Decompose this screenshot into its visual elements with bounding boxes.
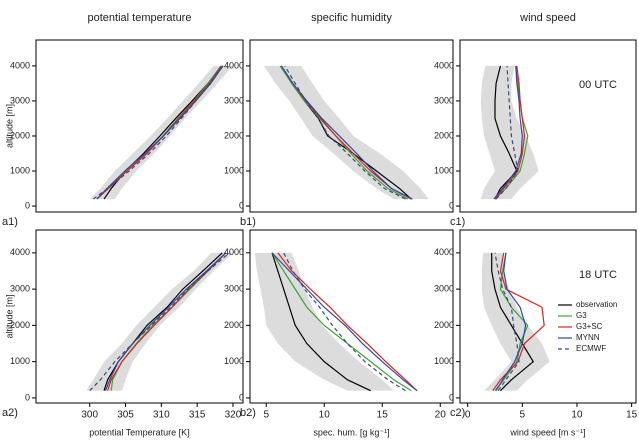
profile-line: [104, 252, 227, 391]
x-tick-label: 5: [520, 410, 526, 421]
y-tick-label: 2000: [224, 320, 244, 330]
profile-line: [89, 252, 230, 392]
profile-line: [96, 65, 224, 200]
profile-line: [491, 252, 535, 392]
panel-label: b2): [240, 407, 256, 419]
panel-label: b1): [240, 216, 256, 228]
profile-line: [494, 65, 518, 200]
y-tick-label: 4000: [224, 247, 244, 257]
column-title: specific humidity: [311, 12, 392, 24]
spread-band: [263, 65, 429, 200]
panel-label: a2): [2, 407, 18, 419]
profile-line: [495, 65, 519, 200]
profile-line: [493, 65, 523, 200]
y-tick-label: 4000: [10, 247, 30, 257]
profile-line: [495, 252, 527, 391]
legend-label: observation: [576, 300, 617, 309]
y-axis-label: altitude [m]: [4, 104, 14, 148]
profile-line: [494, 65, 526, 200]
plot-frame: [459, 39, 637, 213]
y-tick-label: 3000: [10, 283, 30, 293]
profile-line: [271, 252, 418, 392]
profile-line: [271, 252, 371, 392]
y-tick-label: 0: [449, 392, 454, 402]
y-tick-label: 2000: [224, 130, 244, 140]
column-title: wind speed: [519, 12, 576, 24]
plot-frame: [35, 39, 244, 213]
annotation: 00 UTC: [579, 79, 617, 91]
profile-line: [92, 65, 223, 200]
plot-frame: [249, 229, 454, 404]
y-tick-label: 1000: [224, 165, 244, 175]
y-tick-label: 3000: [434, 283, 454, 293]
profile-line: [283, 252, 406, 392]
y-tick-label: 0: [25, 392, 30, 402]
x-tick-label: 10: [319, 410, 331, 421]
y-tick-label: 4000: [224, 60, 244, 70]
spread-band: [254, 252, 394, 391]
y-tick-label: 2000: [434, 320, 454, 330]
y-tick-label: 3000: [10, 95, 30, 105]
y-axis-label: altitude [m]: [4, 294, 14, 338]
y-tick-label: 0: [449, 200, 454, 210]
annotation: 18 UTC: [579, 269, 617, 281]
panel-label: c2): [450, 407, 465, 419]
panel-label: a1): [2, 216, 18, 228]
profile-line: [494, 65, 529, 200]
y-tick-label: 0: [25, 200, 30, 210]
y-tick-label: 1000: [10, 165, 30, 175]
x-tick-label: 15: [626, 410, 638, 421]
y-tick-label: 4000: [434, 247, 454, 257]
profile-line: [284, 65, 406, 200]
y-tick-label: 2000: [434, 130, 454, 140]
y-tick-label: 4000: [10, 60, 30, 70]
spread-band: [89, 65, 233, 200]
plot-frame: [249, 39, 454, 213]
x-tick-label: 0: [465, 410, 471, 421]
legend-label: ECMWF: [576, 344, 606, 353]
plot-frame: [35, 229, 244, 404]
y-tick-label: 3000: [434, 95, 454, 105]
plot-frame: [459, 229, 637, 404]
y-tick-label: 3000: [224, 95, 244, 105]
y-tick-label: 0: [239, 392, 244, 402]
spread-band: [481, 252, 550, 391]
profile-line: [494, 252, 520, 392]
legend-label: MYNN: [576, 333, 600, 342]
profile-line: [103, 252, 223, 391]
x-axis-label: wind speed [m s⁻¹]: [509, 427, 585, 437]
profile-line: [107, 252, 227, 391]
legend-label: G3+SC: [576, 322, 603, 331]
y-tick-label: 1000: [434, 165, 454, 175]
panel-label: c1): [450, 216, 465, 228]
x-tick-label: 20: [435, 410, 447, 421]
x-tick-label: 320: [225, 410, 242, 421]
x-axis-label: spec. hum. [g kg⁻¹]: [313, 427, 389, 437]
x-tick-label: 305: [117, 410, 134, 421]
y-tick-label: 3000: [224, 283, 244, 293]
x-tick-label: 310: [153, 410, 170, 421]
profile-line: [277, 252, 418, 392]
column-title: potential temperature: [88, 12, 192, 24]
x-tick-label: 10: [571, 410, 583, 421]
profile-line: [280, 65, 413, 200]
x-tick-label: 5: [263, 410, 269, 421]
y-tick-label: 1000: [10, 356, 30, 366]
y-tick-label: 0: [239, 200, 244, 210]
legend-label: G3: [576, 311, 587, 320]
x-tick-label: 15: [377, 410, 389, 421]
y-tick-label: 2000: [10, 320, 30, 330]
y-tick-label: 1000: [224, 356, 244, 366]
spread-band: [86, 252, 233, 391]
x-axis-label: potential Temperature [K]: [89, 427, 189, 437]
y-tick-label: 1000: [434, 356, 454, 366]
y-tick-label: 4000: [434, 60, 454, 70]
x-tick-label: 315: [189, 410, 206, 421]
profile-line: [271, 252, 412, 392]
y-tick-label: 2000: [10, 130, 30, 140]
x-tick-label: 300: [81, 410, 98, 421]
